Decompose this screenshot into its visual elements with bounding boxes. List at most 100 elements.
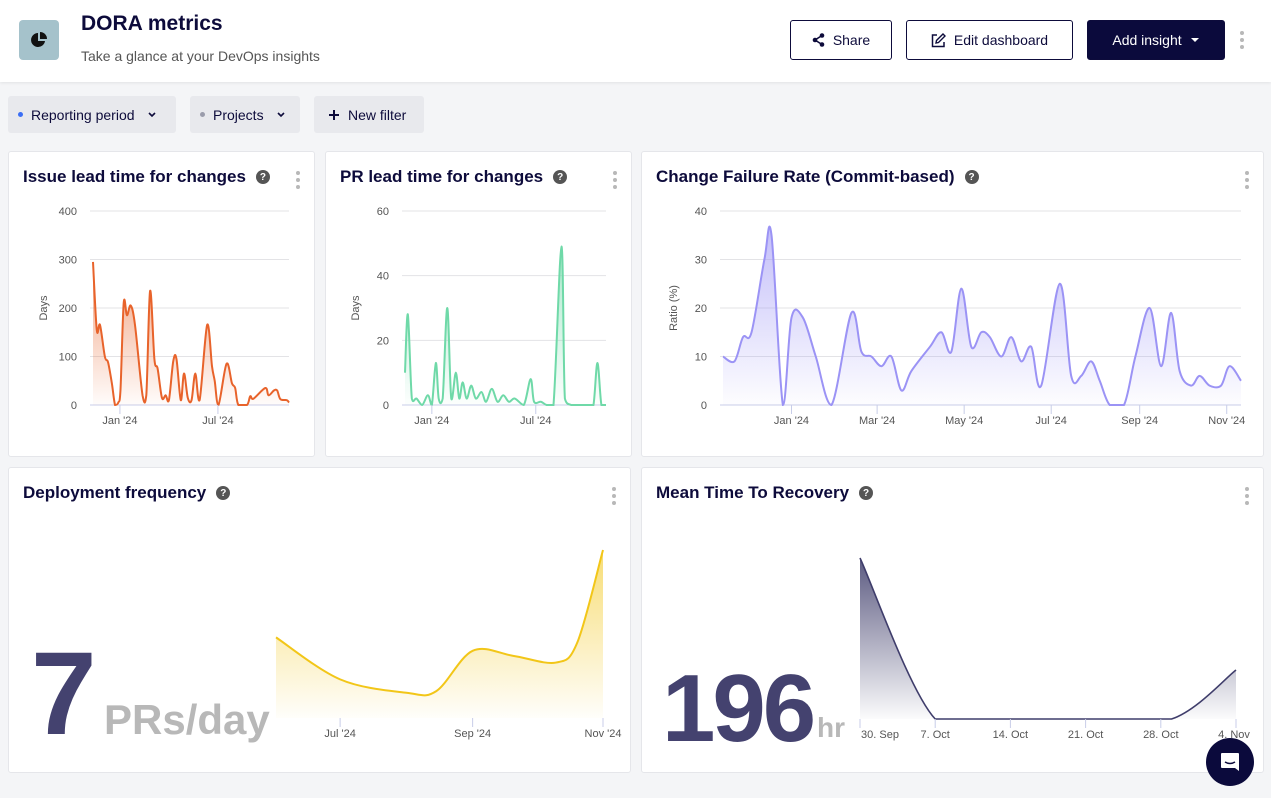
edit-label: Edit dashboard: [953, 32, 1049, 48]
x-tick-label: 14. Oct: [993, 729, 1028, 741]
edit-icon: [931, 32, 946, 47]
x-tick-label: Jul '24: [1035, 415, 1066, 427]
y-axis-label: Days: [38, 295, 50, 321]
help-icon[interactable]: ?: [859, 486, 874, 500]
big-metric-value: 196: [662, 655, 816, 762]
help-icon[interactable]: ?: [553, 170, 568, 184]
area-fill: [860, 558, 1236, 719]
filter-label: Reporting period: [31, 106, 135, 123]
help-icon[interactable]: ?: [964, 170, 979, 184]
big-metric-value: 7: [31, 628, 97, 760]
x-tick-label: Jul '24: [202, 415, 233, 427]
card-title-text: PR lead time for changes: [340, 167, 544, 186]
issue-lead-time-chart: 0 100 200 300 400 Days Jan '24 Jul '24: [38, 206, 290, 427]
x-tick-label: Jul '24: [324, 728, 355, 740]
pr-lead-time-chart: 0 20 40 60 Days Jan '24 Jul '24: [350, 206, 606, 427]
card-menu-icon[interactable]: [1245, 171, 1249, 189]
y-axis-label: Ratio (%): [668, 285, 680, 331]
y-tick-label: 0: [71, 400, 77, 412]
area-fill: [405, 246, 606, 405]
card-menu-icon[interactable]: [612, 487, 616, 505]
pr-lead-time-card: 0 20 40 60 Days Jan '24 Jul '24 PR lead time fo…: [325, 151, 632, 457]
y-tick-label: 0: [701, 400, 707, 412]
y-tick-label: 400: [59, 206, 77, 218]
help-icon[interactable]: ?: [216, 486, 231, 500]
page-subtitle: Take a glance at your DevOps insights: [81, 48, 320, 64]
x-tick-label: Nov '24: [585, 728, 622, 740]
share-button[interactable]: Share: [790, 20, 892, 60]
x-tick-label: Nov '24: [1208, 415, 1245, 427]
card-title-text: Deployment frequency: [23, 483, 207, 502]
more-options-icon[interactable]: [1240, 31, 1244, 49]
filter-label: New filter: [348, 106, 407, 123]
x-tick-label: 21. Oct: [1068, 729, 1103, 741]
card-menu-icon[interactable]: [296, 171, 300, 189]
series-line: [859, 557, 1237, 720]
x-tick-label: 28. Oct: [1143, 729, 1178, 741]
page-header: DORA metrics Take a glance at your DevOp…: [0, 0, 1271, 82]
chat-launcher-button[interactable]: [1206, 738, 1254, 786]
y-tick-label: 300: [59, 255, 77, 267]
y-tick-label: 40: [377, 271, 389, 283]
series-line: [92, 261, 290, 407]
series-line: [404, 245, 606, 407]
add-insight-label: Add insight: [1112, 32, 1182, 48]
metric-unit: hr: [817, 712, 845, 743]
filter-reporting-period[interactable]: Reporting period: [8, 96, 176, 133]
metric-unit: PRs/day: [104, 696, 270, 743]
chat-icon: [1221, 753, 1239, 771]
card-title: Deployment frequency?: [23, 483, 231, 503]
y-tick-label: 20: [377, 335, 389, 347]
y-tick-label: 40: [695, 206, 707, 218]
card-title: Mean Time To Recovery?: [656, 483, 874, 503]
add-insight-button[interactable]: Add insight: [1087, 20, 1225, 60]
card-title: PR lead time for changes?: [340, 167, 568, 187]
card-menu-icon[interactable]: [1245, 487, 1249, 505]
card-title-text: Issue lead time for changes: [23, 167, 246, 186]
x-tick-label: May '24: [945, 415, 983, 427]
card-title-text: Mean Time To Recovery: [656, 483, 850, 502]
pie-chart-icon: [19, 20, 59, 60]
mean-time-to-recovery-card: 30. Sep 7. Oct 14. Oct 21. Oct 28. Oct 4. Nov…: [641, 467, 1264, 773]
change-failure-rate-card: 0 10 20 30 40 Ratio (%) Jan '24 Mar '24 May '24 J…: [641, 151, 1264, 457]
new-filter-button[interactable]: New filter: [314, 96, 424, 133]
y-tick-label: 200: [59, 303, 77, 315]
x-tick-label: Sep '24: [454, 728, 491, 740]
y-axis-label: Days: [350, 295, 362, 321]
plus-icon: [329, 109, 339, 120]
deployment-frequency-card: Jul '24 Sep '24 Nov '24 7 PRs/day Deployme…: [8, 467, 631, 773]
change-failure-rate-chart: 0 10 20 30 40 Ratio (%) Jan '24 Mar '24 May '24 J…: [668, 206, 1245, 427]
chevron-down-icon: [147, 112, 156, 118]
x-tick-label: 7. Oct: [921, 729, 950, 741]
filter-label: Projects: [213, 106, 264, 123]
x-tick-label: Jan '24: [414, 415, 449, 427]
x-tick-label: Mar '24: [859, 415, 895, 427]
card-title: Change Failure Rate (Commit-based)?: [656, 167, 979, 187]
share-icon: [812, 33, 825, 47]
edit-dashboard-button[interactable]: Edit dashboard: [906, 20, 1073, 60]
mean-time-to-recovery-chart: 30. Sep 7. Oct 14. Oct 21. Oct 28. Oct 4. Nov: [859, 557, 1250, 741]
x-tick-label: Jan '24: [102, 415, 137, 427]
x-tick-label: 30. Sep: [861, 729, 899, 741]
area-fill: [723, 226, 1241, 405]
status-dot: [18, 112, 23, 117]
filter-projects[interactable]: Projects: [190, 96, 300, 133]
y-tick-label: 20: [695, 303, 707, 315]
help-icon[interactable]: ?: [255, 170, 270, 184]
area-fill: [276, 550, 603, 718]
issue-lead-time-card: 0 100 200 300 400 Days Jan '24 Jul '24 Issue lea…: [8, 151, 315, 457]
series-line: [275, 549, 604, 697]
y-tick-label: 30: [695, 255, 707, 267]
chevron-down-icon: [277, 112, 285, 118]
y-tick-label: 10: [695, 352, 707, 364]
share-label: Share: [832, 32, 871, 48]
y-tick-label: 60: [377, 206, 389, 218]
y-tick-label: 0: [383, 400, 389, 412]
deployment-frequency-chart: Jul '24 Sep '24 Nov '24: [275, 549, 622, 740]
card-title-text: Change Failure Rate (Commit-based): [656, 167, 955, 186]
card-title: Issue lead time for changes?: [23, 167, 270, 187]
caret-down-icon: [1190, 38, 1199, 42]
series-line: [722, 225, 1242, 407]
card-menu-icon[interactable]: [613, 171, 617, 189]
status-dot: [200, 112, 205, 117]
